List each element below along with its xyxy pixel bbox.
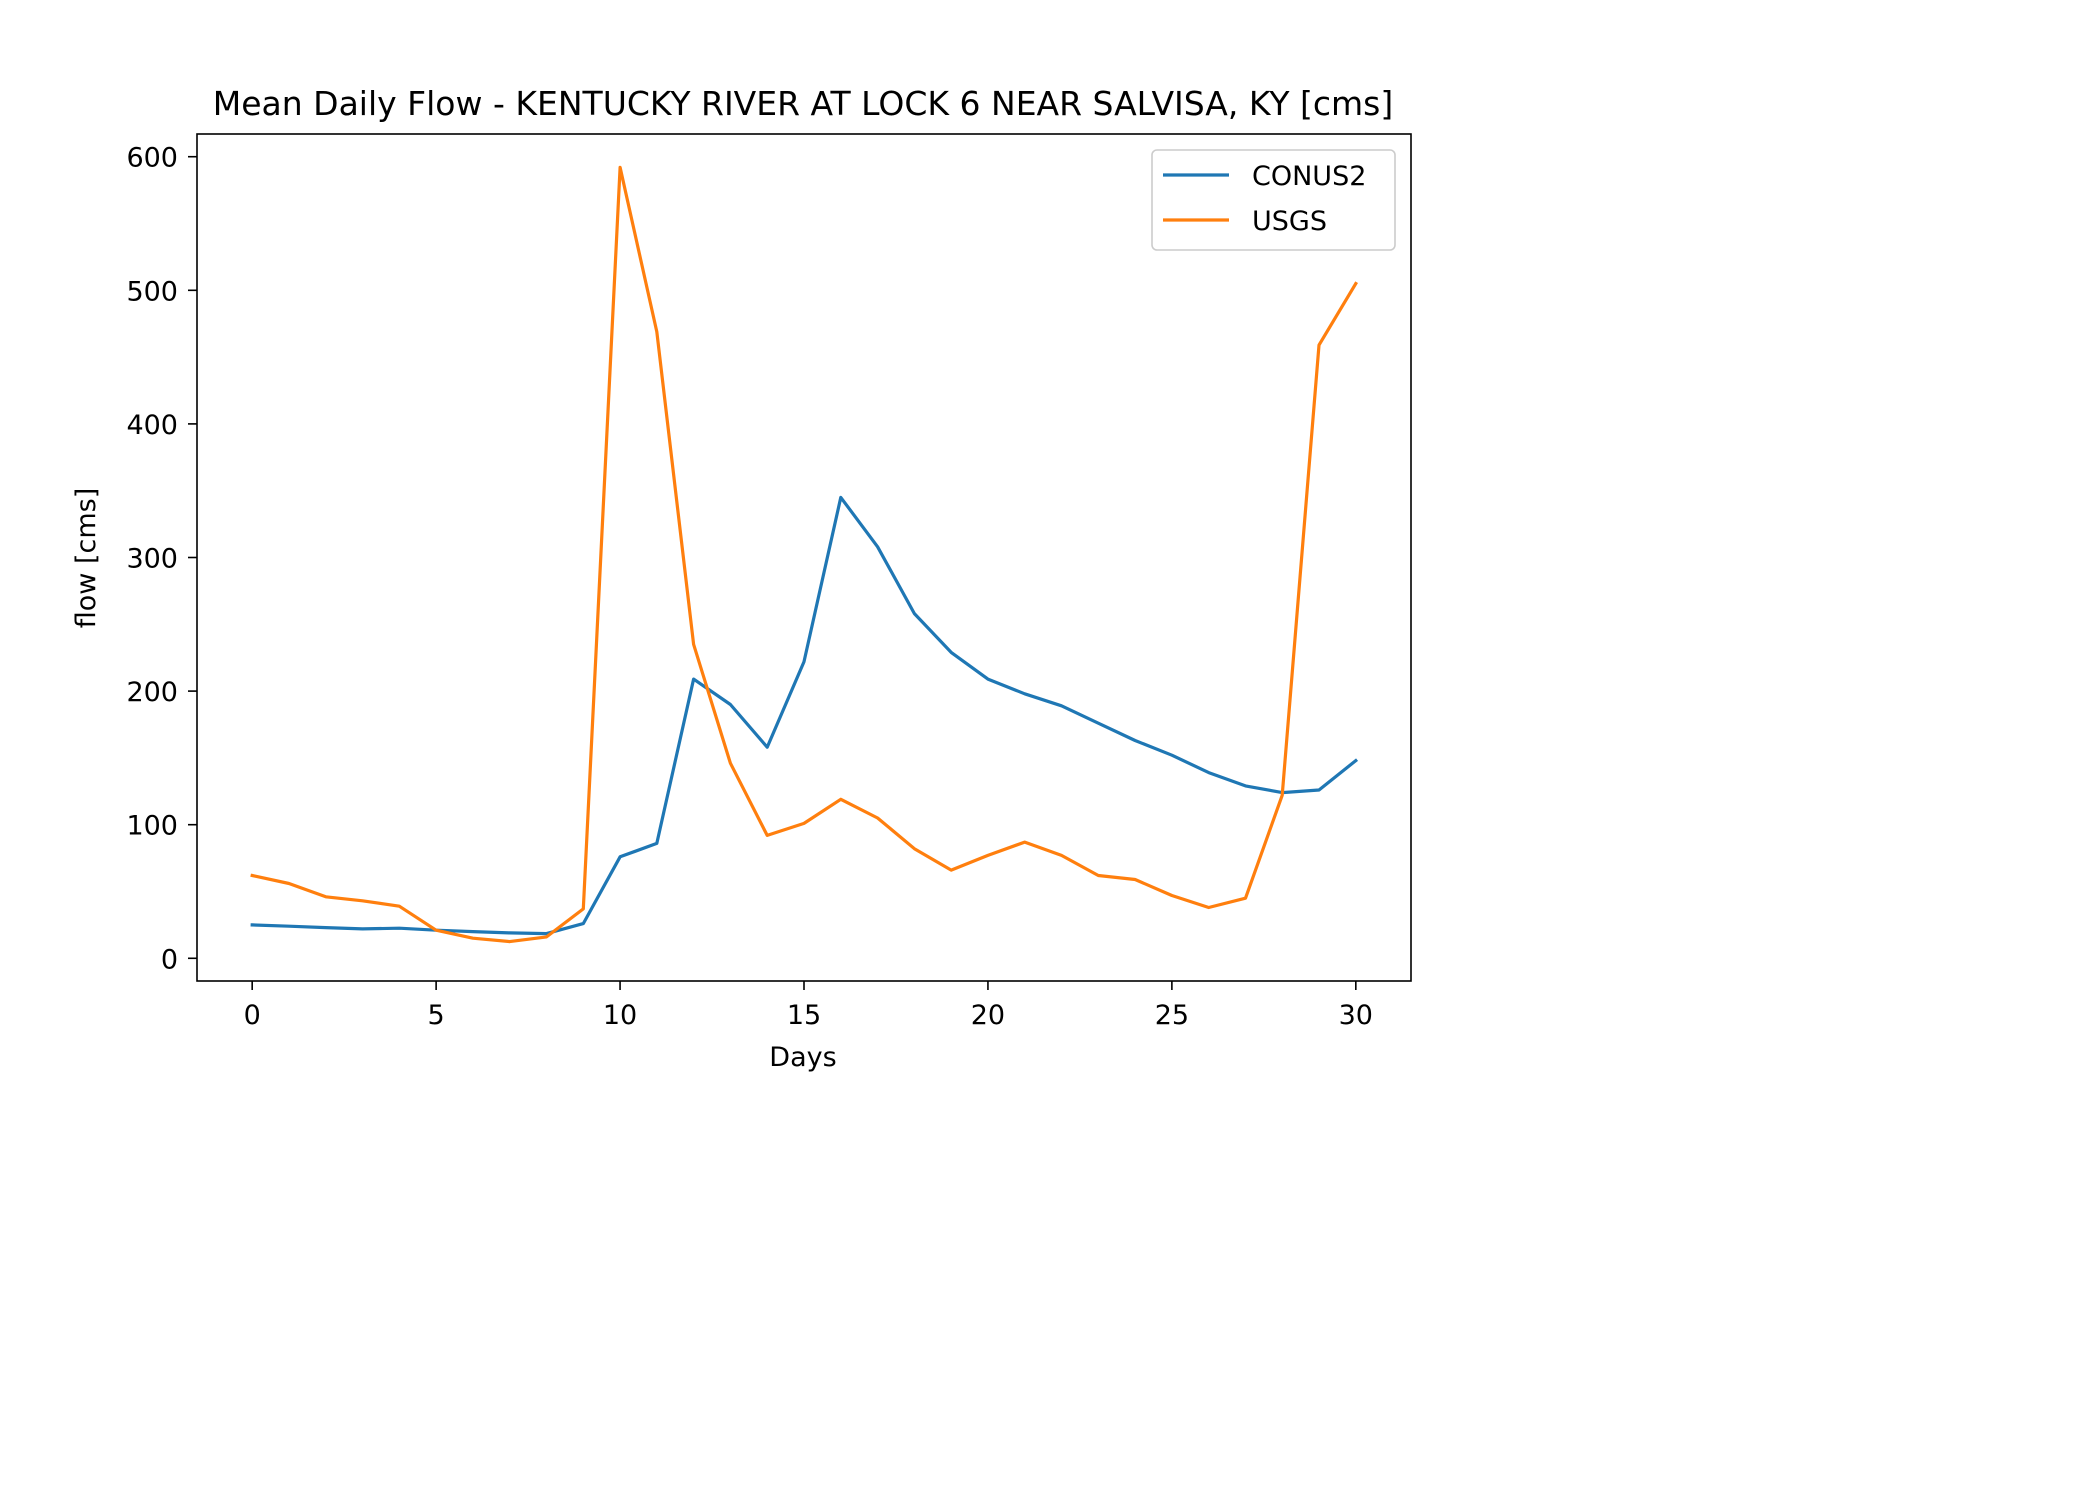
series-layer bbox=[250, 165, 1359, 944]
x-tick-label: 0 bbox=[244, 1000, 261, 1031]
x-tick-label: 5 bbox=[428, 1000, 445, 1031]
plot-frame bbox=[196, 133, 1412, 982]
legend-label-conus2: CONUS2 bbox=[1252, 161, 1366, 192]
legend-label-usgs: USGS bbox=[1252, 206, 1327, 237]
series-line-conus2 bbox=[250, 495, 1359, 936]
line-chart: Mean Daily Flow - KENTUCKY RIVER AT LOCK… bbox=[71, 84, 1412, 1073]
y-axis: 0 100 200 300 400 500 600 bbox=[126, 143, 197, 975]
x-tick-label: 30 bbox=[1339, 1000, 1373, 1031]
y-tick-label: 400 bbox=[126, 410, 178, 441]
x-axis: 0 5 10 15 20 25 30 bbox=[244, 981, 1373, 1031]
y-tick-label: 100 bbox=[126, 811, 178, 842]
legend: CONUS2 USGS bbox=[1151, 149, 1396, 251]
y-tick-label: 500 bbox=[126, 276, 178, 307]
x-tick-label: 10 bbox=[603, 1000, 637, 1031]
y-tick-label: 300 bbox=[126, 544, 178, 575]
x-tick-label: 15 bbox=[787, 1000, 821, 1031]
x-tick-label: 20 bbox=[971, 1000, 1005, 1031]
y-tick-label: 600 bbox=[126, 143, 178, 174]
y-tick-label: 0 bbox=[161, 944, 178, 975]
y-axis-label: flow [cms] bbox=[71, 488, 102, 628]
x-tick-label: 25 bbox=[1155, 1000, 1189, 1031]
y-tick-label: 200 bbox=[126, 677, 178, 708]
x-axis-label: Days bbox=[769, 1042, 836, 1073]
series-line-usgs bbox=[250, 165, 1358, 944]
chart-title: Mean Daily Flow - KENTUCKY RIVER AT LOCK… bbox=[213, 84, 1393, 123]
